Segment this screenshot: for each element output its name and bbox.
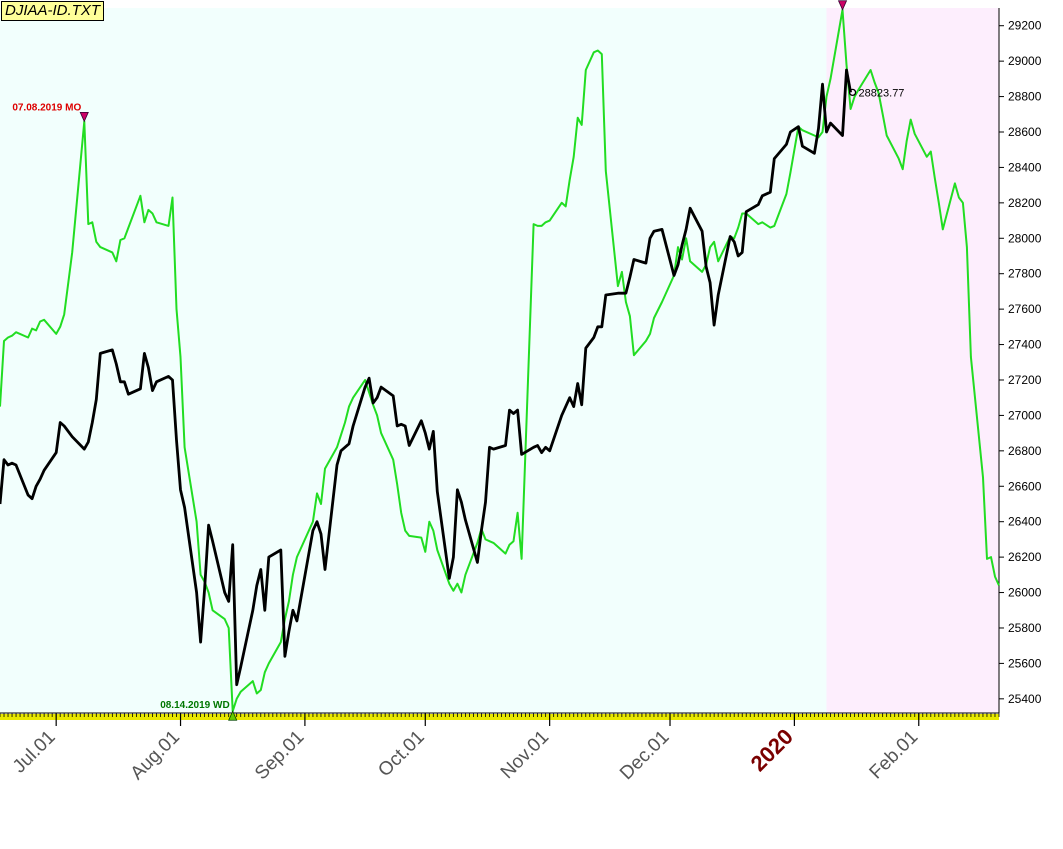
green-series-line xyxy=(0,8,1000,713)
last-value-marker xyxy=(848,88,857,97)
x-tick-label: Jul.01 xyxy=(9,727,60,778)
x-tick-label: 2020 xyxy=(746,724,798,776)
x-tick-label: Aug.01 xyxy=(127,727,184,784)
y-tick-label: 27200 xyxy=(1008,373,1042,387)
top-annotation-label: 01.13.2020 MO xyxy=(771,0,840,2)
y-tick-label: 28000 xyxy=(1008,231,1042,245)
y-tick-label: 28800 xyxy=(1008,90,1042,104)
x-tick-label: Dec.01 xyxy=(616,727,673,784)
x-tick-strip xyxy=(0,714,999,720)
top-annotation-label: 07.08.2019 MO xyxy=(12,102,81,113)
black-series-line xyxy=(0,68,852,687)
y-tick-label: 27800 xyxy=(1008,267,1042,281)
chart-title: DJIAA-ID.TXT xyxy=(1,1,105,21)
y-tick-label: 25400 xyxy=(1008,692,1042,706)
y-tick-label: 28200 xyxy=(1008,196,1042,210)
y-tick-label: 26200 xyxy=(1008,550,1042,564)
y-tick-label: 26600 xyxy=(1008,479,1042,493)
last-value-label: 28823.77 xyxy=(859,87,905,99)
y-tick-label: 27000 xyxy=(1008,408,1042,422)
y-tick-label: 26000 xyxy=(1008,586,1042,600)
y-tick-label: 29200 xyxy=(1008,19,1042,33)
y-tick-label: 28600 xyxy=(1008,125,1042,139)
y-tick-label: 29000 xyxy=(1008,54,1042,68)
y-tick-label: 25800 xyxy=(1008,621,1042,635)
top-marker xyxy=(79,111,89,123)
y-axis: 25400 25600 25800 26000 26200 26400 26600 26800… xyxy=(999,19,1042,706)
x-axis-labels: Jul.01 Aug.01 Sep.01 Oct.01 Nov.01 Dec.01 2020… xyxy=(9,713,922,784)
x-axis-ticks xyxy=(0,713,1000,720)
annotations-layer: 07.08.2019 MO 01.13.2020 MO 08.14.2019 WD 2… xyxy=(12,0,905,721)
bottom-annotation-label: 08.14.2019 WD xyxy=(160,700,230,711)
bottom-marker xyxy=(228,710,238,721)
y-tick-label: 25600 xyxy=(1008,656,1042,670)
top-marker xyxy=(837,0,848,11)
y-tick-label: 27600 xyxy=(1008,302,1042,316)
x-tick-label: Sep.01 xyxy=(251,727,308,784)
x-tick-label: Oct.01 xyxy=(374,727,428,781)
x-tick-label: Nov.01 xyxy=(497,727,553,783)
series-layer xyxy=(0,8,1000,713)
y-tick-label: 26800 xyxy=(1008,444,1042,458)
y-tick-label: 28400 xyxy=(1008,160,1042,174)
projection-region xyxy=(826,8,999,713)
x-tick-label: Feb.01 xyxy=(866,727,923,784)
y-tick-label: 26400 xyxy=(1008,515,1042,529)
y-tick-label: 27400 xyxy=(1008,338,1042,352)
